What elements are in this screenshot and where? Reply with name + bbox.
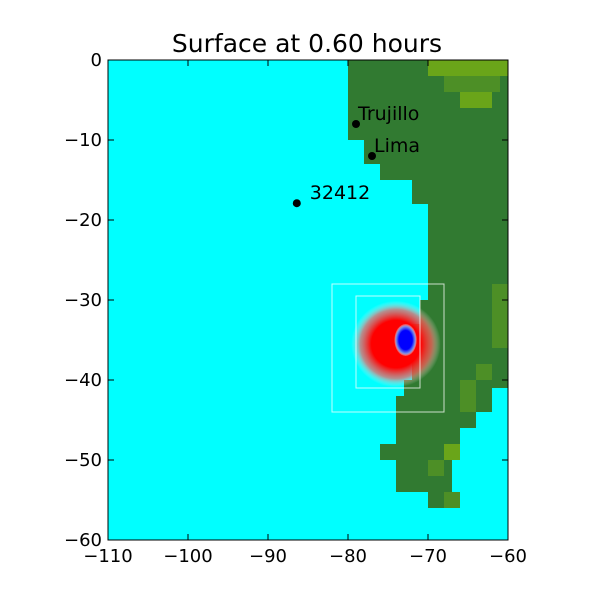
plot-area (108, 60, 508, 540)
land-highlight-3 (492, 284, 508, 348)
y-tick-label: −20 (64, 210, 102, 231)
surface-elevation-field (351, 300, 441, 388)
land-highlight-6 (428, 460, 444, 476)
y-tick-label: 0 (91, 50, 102, 71)
land-highlight-4 (476, 364, 492, 380)
x-tick-label: −110 (83, 546, 132, 567)
y-axis: 0 −10 −20 −30 −40 −50 −60 (64, 50, 508, 551)
y-tick-label: −60 (64, 530, 102, 551)
y-tick-label: −40 (64, 370, 102, 391)
land-highlight-5 (460, 380, 476, 412)
x-axis: −110 −100 −90 −80 −70 −60 (83, 60, 527, 567)
x-tick-label: −70 (409, 546, 447, 567)
x-tick-label: −100 (163, 546, 212, 567)
land-highlight-2 (460, 92, 492, 108)
land-highlight-0 (428, 60, 508, 76)
station-marker (352, 120, 360, 128)
land-highlight-7 (444, 492, 460, 508)
station-label: Trujillo (357, 103, 419, 125)
refinement-patch-0 (331, 283, 445, 413)
refinement-patches (331, 283, 445, 413)
station-marker (368, 152, 376, 160)
y-tick-label: −10 (64, 130, 102, 151)
chart-title: Surface at 0.60 hours (172, 29, 442, 58)
y-tick-label: −30 (64, 290, 102, 311)
station-label: Lima (374, 135, 420, 157)
x-tick-label: −90 (249, 546, 287, 567)
land-highlight-8 (444, 444, 460, 460)
station-marker (292, 199, 301, 208)
land-highlight-1 (444, 76, 500, 92)
refinement-patch-1 (355, 295, 421, 389)
x-tick-label: −80 (329, 546, 367, 567)
station-label: 32412 (310, 182, 370, 204)
y-tick-label: −50 (64, 450, 102, 471)
surface-negative-anomaly (394, 324, 417, 356)
station-markers: Trujillo Lima 32412 (292, 103, 420, 208)
x-tick-label: −60 (489, 546, 527, 567)
